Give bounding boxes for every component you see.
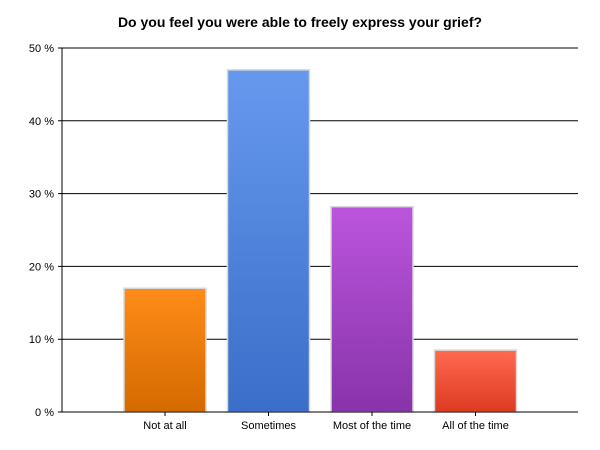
chart-title: Do you feel you were able to freely expr…: [117, 14, 483, 30]
bar-all-of-the-time: [433, 349, 518, 413]
x-tick-label: Not at all: [143, 420, 186, 432]
y-tick-label: 10 %: [29, 334, 54, 346]
bar-not-at-all: [123, 287, 207, 413]
axes: [61, 48, 578, 416]
y-tick-label: 50 %: [29, 43, 54, 55]
x-tick-label: Sometimes: [241, 420, 297, 432]
x-tick-label: All of the time: [442, 420, 509, 432]
y-tick-label: 0 %: [35, 407, 54, 419]
y-tick-label: 40 %: [29, 116, 54, 128]
y-tick-label: 20 %: [29, 261, 54, 273]
bar-most-of-the-time: [330, 205, 414, 413]
bar-sometimes: [226, 69, 311, 413]
bars: [123, 69, 518, 413]
x-tick-label: Most of the time: [333, 420, 411, 432]
y-tick-label: 30 %: [29, 189, 54, 201]
labels: 0 % 10 % 20 % 30 % 40 % 50 % Not at all Sometim…: [29, 43, 509, 432]
